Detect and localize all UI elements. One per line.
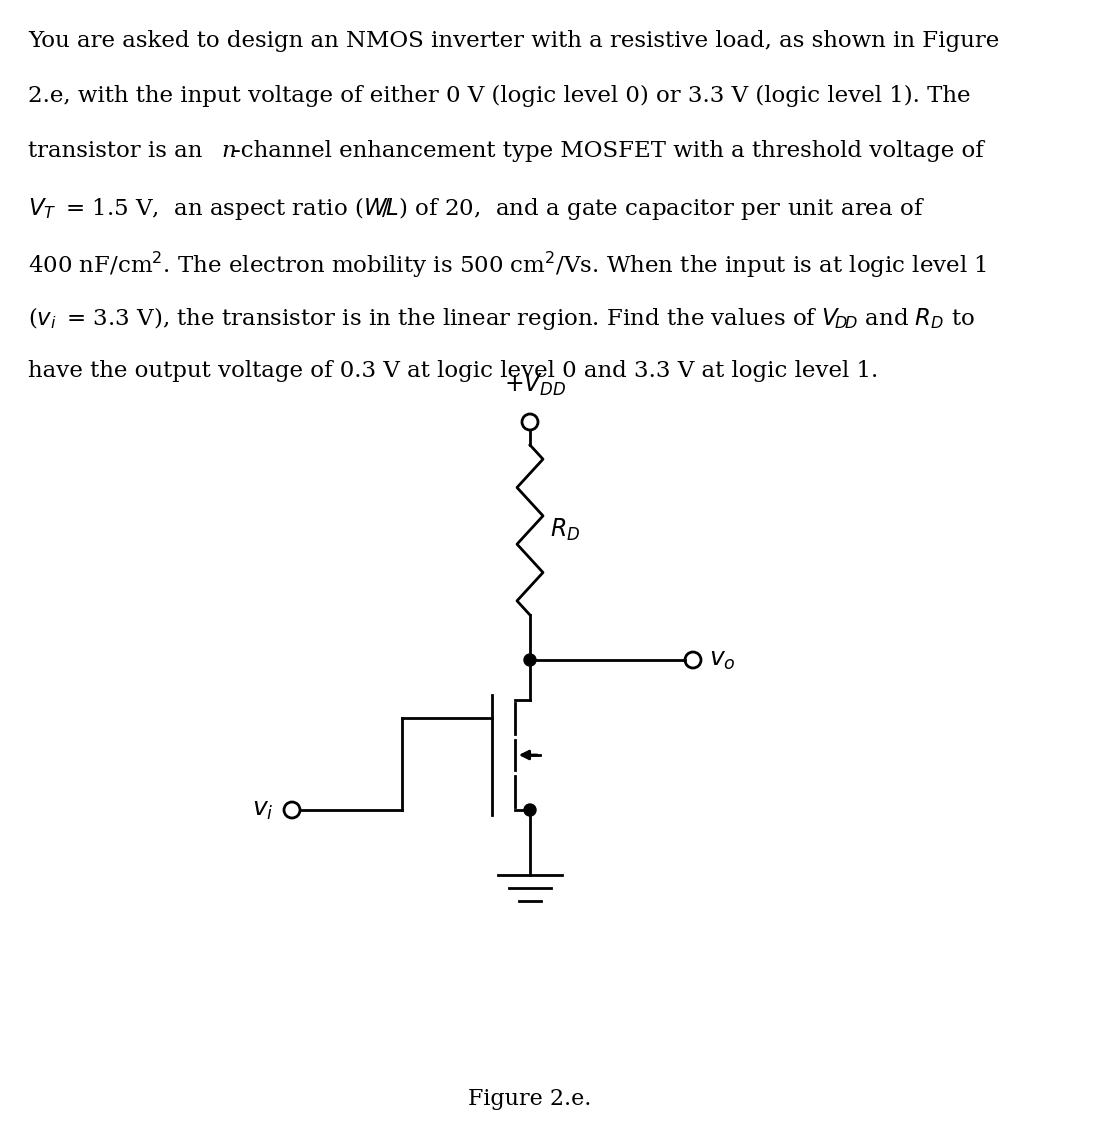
Text: $+V_{DD}$: $+V_{DD}$ (504, 372, 566, 398)
Text: $R_D$: $R_D$ (550, 516, 580, 544)
Text: -channel enhancement type MOSFET with a threshold voltage of: -channel enhancement type MOSFET with a … (233, 140, 984, 162)
Text: ($v_i\,$ = 3.3 V), the transistor is in the linear region. Find the values of $V: ($v_i\,$ = 3.3 V), the transistor is in … (28, 305, 975, 332)
Text: Figure 2.e.: Figure 2.e. (468, 1088, 591, 1110)
Circle shape (524, 805, 536, 816)
Circle shape (524, 654, 536, 666)
Text: transistor is an: transistor is an (28, 140, 210, 162)
Text: 2.e, with the input voltage of either 0 V (logic level 0) or 3.3 V (logic level : 2.e, with the input voltage of either 0 … (28, 85, 971, 107)
Text: $v_o$: $v_o$ (709, 649, 736, 671)
Text: You are asked to design an NMOS inverter with a resistive load, as shown in Figu: You are asked to design an NMOS inverter… (28, 31, 999, 52)
Text: n: n (221, 140, 236, 162)
Text: 400 nF/cm$^2$. The electron mobility is 500 cm$^2$/Vs. When the input is at logi: 400 nF/cm$^2$. The electron mobility is … (28, 250, 987, 280)
Text: $V_T\,$ = 1.5 V,  an aspect ratio ($W\!/\!L$) of 20,  and a gate capacitor per u: $V_T\,$ = 1.5 V, an aspect ratio ($W\!/\… (28, 195, 925, 221)
Text: $v_i$: $v_i$ (252, 799, 274, 822)
Text: have the output voltage of 0.3 V at logic level 0 and 3.3 V at logic level 1.: have the output voltage of 0.3 V at logi… (28, 360, 879, 382)
